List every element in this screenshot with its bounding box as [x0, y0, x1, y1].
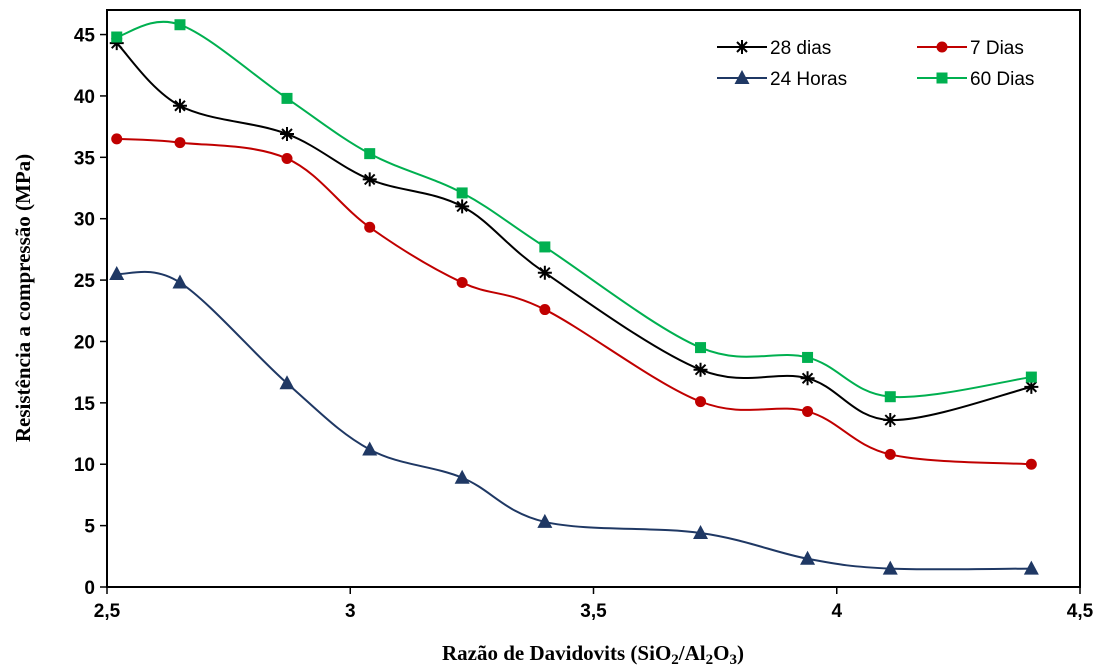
data-point-24-horas [172, 274, 188, 289]
x-axis-title: Razão de Davidovits (SiO2/Al2O3) [442, 641, 744, 668]
data-point-24-horas [800, 550, 816, 565]
data-point-24-horas [454, 469, 470, 484]
series-layer [109, 19, 1039, 575]
data-point-60-dias [695, 342, 707, 354]
data-point-7-dias [111, 133, 123, 145]
legend-label: 24 Horas [770, 69, 847, 90]
data-point-24-horas [537, 513, 553, 528]
legend-label: 7 Dias [970, 38, 1024, 59]
data-point-24-horas [109, 265, 125, 280]
y-axis-title: Resistência a compressão (MPa) [11, 154, 35, 442]
data-point-28-dias [109, 36, 124, 51]
y-tick-label: 45 [74, 26, 96, 47]
y-tick-label: 5 [84, 517, 95, 538]
legend-item-24-horas: 24 Horas [717, 69, 847, 90]
legend-marker-24-horas [734, 70, 750, 84]
data-point-7-dias [364, 221, 376, 233]
y-tick-label: 30 [74, 210, 95, 231]
data-point-60-dias [1025, 371, 1037, 383]
data-point-28-dias [800, 371, 815, 386]
legend: 28 dias 7 Dias 24 Horas 60 Dias [717, 38, 1034, 90]
legend-marker-60-dias [936, 72, 948, 84]
data-point-60-dias [174, 19, 186, 31]
data-point-7-dias [539, 304, 551, 316]
x-title-part: ) [737, 641, 744, 665]
x-tick-label: 3 [345, 601, 356, 622]
x-tick-label: 3,5 [580, 601, 607, 622]
y-tick-label: 25 [74, 271, 96, 292]
x-tick-label: 4 [831, 601, 842, 622]
y-axis-ticks: 0 5 10 15 20 25 30 35 40 45 [74, 26, 107, 599]
series-28-dias [109, 36, 1039, 428]
x-axis-ticks: 2,5 3 3,5 4 4,5 [94, 587, 1094, 622]
data-point-60-dias [802, 351, 814, 363]
data-point-28-dias [693, 362, 708, 377]
x-title-part: /Al [678, 641, 706, 665]
series-7-dias [111, 133, 1037, 470]
data-point-60-dias [111, 31, 123, 43]
data-point-28-dias [1024, 379, 1039, 394]
y-tick-label: 40 [74, 87, 95, 108]
x-title-subscript: 2 [706, 652, 714, 668]
y-tick-label: 15 [74, 394, 96, 415]
legend-label: 60 Dias [970, 69, 1034, 90]
data-point-7-dias [456, 277, 468, 289]
data-point-60-dias [456, 187, 468, 199]
series-line-28-dias [116, 42, 1032, 422]
data-point-60-dias [281, 92, 293, 104]
data-point-7-dias [174, 137, 186, 149]
y-tick-label: 10 [74, 455, 95, 476]
x-title-part: Razão de Davidovits (SiO [442, 641, 671, 665]
data-point-24-horas [882, 560, 898, 575]
legend-item-7-dias: 7 Dias [917, 38, 1024, 59]
legend-item-60-dias: 60 Dias [917, 69, 1034, 90]
data-point-28-dias [883, 413, 898, 428]
data-point-28-dias [280, 126, 295, 141]
data-point-7-dias [802, 405, 814, 417]
data-point-60-dias [364, 148, 376, 160]
data-point-60-dias [884, 391, 896, 403]
data-point-24-horas [1023, 560, 1039, 575]
series-line-24-horas [116, 270, 1032, 571]
series-24-horas [109, 265, 1039, 575]
x-title-subscript: 2 [671, 652, 679, 668]
legend-marker-7-dias [936, 41, 948, 53]
data-point-7-dias [1025, 458, 1037, 470]
data-point-7-dias [281, 153, 293, 165]
x-title-subscript: 3 [729, 652, 737, 668]
legend-label: 28 dias [770, 38, 831, 59]
x-tick-label: 4,5 [1067, 601, 1094, 622]
x-tick-label: 2,5 [94, 601, 121, 622]
data-point-7-dias [695, 396, 707, 408]
data-point-28-dias [455, 199, 470, 214]
plot-area [106, 9, 1081, 588]
data-point-7-dias [884, 448, 896, 460]
series-line-7-dias [116, 137, 1032, 466]
data-point-28-dias [172, 98, 187, 113]
y-tick-label: 0 [84, 578, 95, 599]
data-point-28-dias [362, 172, 377, 187]
x-title-part: O [713, 641, 729, 665]
data-point-28-dias [537, 265, 552, 280]
series-line-60-dias [116, 20, 1032, 399]
data-point-60-dias [539, 241, 551, 253]
legend-item-28-dias: 28 dias [717, 38, 831, 59]
legend-marker-28-dias [735, 40, 749, 54]
data-point-24-horas [362, 441, 378, 456]
data-point-24-horas [279, 375, 295, 390]
y-tick-label: 35 [74, 148, 96, 169]
y-tick-label: 20 [74, 332, 95, 353]
data-point-24-horas [693, 524, 709, 539]
series-60-dias [111, 19, 1037, 403]
